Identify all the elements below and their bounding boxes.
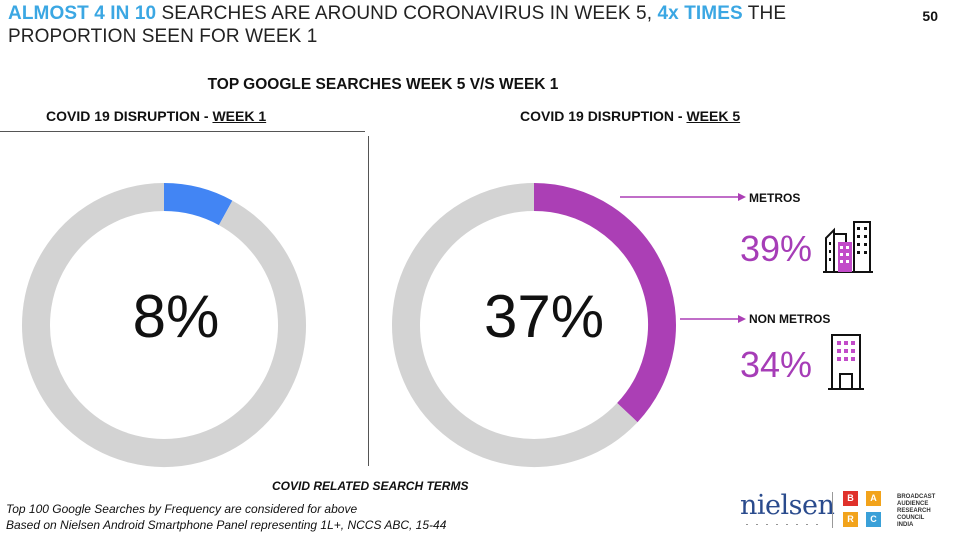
nielsen-logo-dots	[742, 523, 822, 526]
week5-slice-other	[392, 183, 638, 467]
barc-text-line-4: COUNCIL	[897, 515, 925, 521]
barc-text-line-5: INDIA	[897, 522, 914, 528]
week1-center-label: 8%	[132, 283, 220, 350]
headline-highlight-1: ALMOST 4 IN 10	[8, 3, 157, 24]
section-title: TOP GOOGLE SEARCHES WEEK 5 V/S WEEK 1	[207, 76, 559, 93]
nielsen-logo: nielsen	[740, 490, 835, 521]
barc-logo-text: BROADCAST AUDIENCE RESEARCH COUNCIL INDI…	[897, 494, 947, 529]
headline-text-1: SEARCHES ARE AROUND CORONAVIRUS IN WEEK …	[156, 3, 658, 24]
week1-slice-covid	[163, 183, 233, 226]
metros-arrowhead	[738, 193, 746, 201]
week5-title-week: WEEK 5	[686, 108, 741, 124]
week1-donut-chart	[22, 183, 306, 467]
week5-center-label: 37%	[483, 283, 605, 350]
non-metros-value: 34%	[740, 344, 813, 385]
horizontal-divider	[0, 131, 365, 132]
barc-text-line-3: RESEARCH	[897, 508, 931, 514]
city-buildings-icon	[823, 221, 873, 273]
week5-donut-chart	[392, 183, 676, 467]
headline-highlight-2: 4x TIMES	[657, 3, 743, 24]
week1-title: COVID 19 DISRUPTION - WEEK 1	[46, 108, 266, 124]
barc-text-line-2: AUDIENCE	[897, 501, 929, 507]
logo-separator	[832, 492, 833, 528]
non-metros-label: NON METROS	[749, 312, 831, 326]
footnote-2: Based on Nielsen Android Smartphone Pane…	[6, 518, 447, 532]
week1-title-week: WEEK 1	[212, 108, 267, 124]
barc-letter-r: R	[843, 512, 858, 527]
non-metros-arrowhead	[738, 315, 746, 323]
barc-letter-b: B	[843, 491, 858, 506]
barc-text-line-1: BROADCAST	[897, 494, 936, 500]
week1-title-prefix: COVID 19 DISRUPTION -	[46, 108, 213, 124]
headline: ALMOST 4 IN 10 SEARCHES ARE AROUND CORON…	[8, 2, 888, 48]
week5-slice-covid	[533, 183, 676, 423]
barc-letter-c: C	[866, 512, 881, 527]
barc-logo: B A R C	[843, 491, 887, 531]
metros-value: 39%	[740, 228, 813, 269]
headline-text-2: THE PROPORTION SEEN FOR WEEK 1	[8, 3, 787, 47]
metros-label: METROS	[749, 191, 801, 205]
week1-slice-other	[22, 183, 306, 467]
page-number: 50	[922, 8, 938, 24]
vertical-divider	[368, 136, 369, 466]
covid-search-terms-label: COVID RELATED SEARCH TERMS	[272, 479, 469, 493]
single-building-icon	[828, 334, 864, 390]
week5-title-prefix: COVID 19 DISRUPTION -	[520, 108, 687, 124]
week5-title: COVID 19 DISRUPTION - WEEK 5	[520, 108, 740, 124]
footnote-1: Top 100 Google Searches by Frequency are…	[6, 502, 358, 516]
connector-arrows	[620, 193, 746, 323]
barc-letter-a: A	[866, 491, 881, 506]
